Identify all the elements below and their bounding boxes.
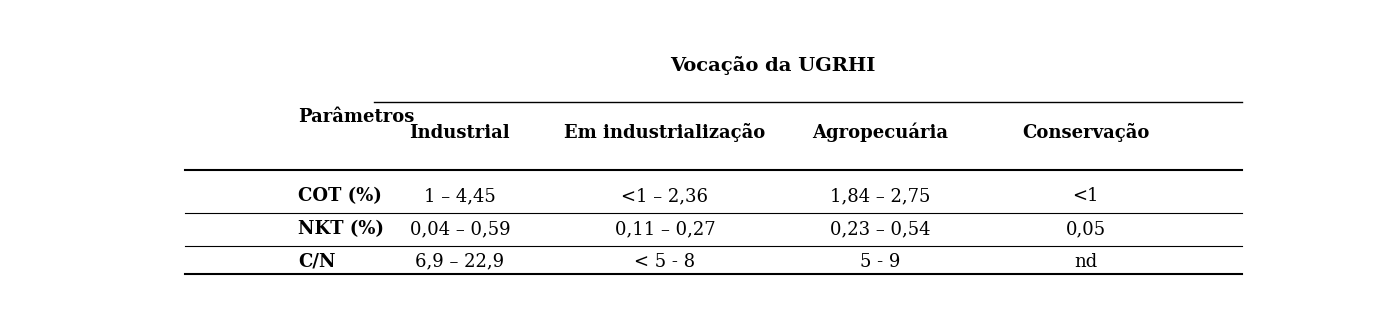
Text: Vocação da UGRHI: Vocação da UGRHI [670,56,876,75]
Text: 0,05: 0,05 [1065,220,1105,238]
Text: Parâmetros: Parâmetros [298,108,415,126]
Text: NKT (%): NKT (%) [298,220,384,238]
Text: < 5 - 8: < 5 - 8 [635,253,696,271]
Text: 1,84 – 2,75: 1,84 – 2,75 [831,187,931,205]
Text: Industrial: Industrial [409,124,511,142]
Text: 0,11 – 0,27: 0,11 – 0,27 [614,220,715,238]
Text: Conservação: Conservação [1022,123,1150,142]
Text: nd: nd [1075,253,1097,271]
Text: COT (%): COT (%) [298,187,381,205]
Text: <1 – 2,36: <1 – 2,36 [621,187,709,205]
Text: 6,9 – 22,9: 6,9 – 22,9 [415,253,504,271]
Text: C/N: C/N [298,253,335,271]
Text: Em industrialização: Em industrialização [564,123,766,142]
Text: Agropecuária: Agropecuária [813,123,948,142]
Text: 5 - 9: 5 - 9 [860,253,901,271]
Text: 0,23 – 0,54: 0,23 – 0,54 [831,220,931,238]
Text: 1 – 4,45: 1 – 4,45 [425,187,496,205]
Text: <1: <1 [1072,187,1098,205]
Text: 0,04 – 0,59: 0,04 – 0,59 [409,220,511,238]
